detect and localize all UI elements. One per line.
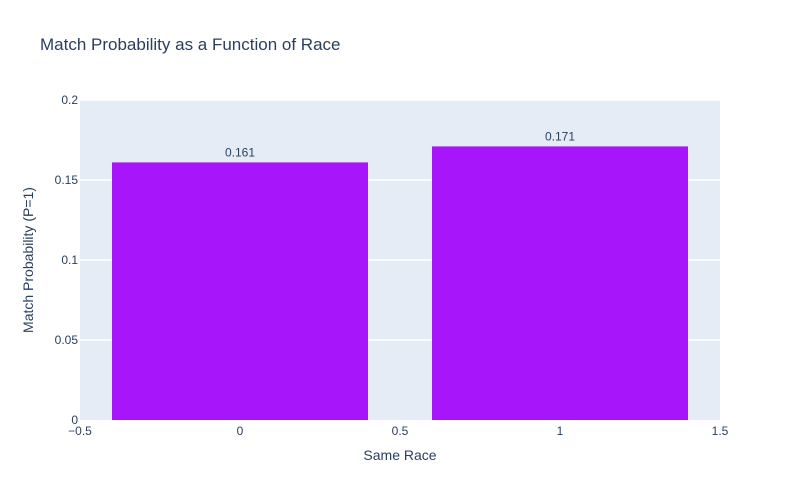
x-tick-label: 1.5 (712, 424, 729, 438)
x-tick-label: 0.5 (392, 424, 409, 438)
bars (112, 146, 688, 420)
bar (112, 162, 368, 420)
y-axis-title: Match Probability (P=1) (20, 187, 36, 333)
x-tick-label: 1 (557, 424, 564, 438)
x-tick-label: 0 (237, 424, 244, 438)
bar (432, 146, 688, 420)
x-axis-ticks: −0.5 0 0.5 1 1.5 (68, 424, 729, 438)
bar-value-label: 0.171 (545, 129, 575, 143)
y-tick-label: 0.1 (61, 253, 78, 267)
x-axis-title: Same Race (363, 447, 436, 463)
y-tick-label: 0.05 (55, 333, 79, 347)
bar-value-labels: 0.161 0.171 (225, 129, 575, 159)
chart-title: Match Probability as a Function of Race (40, 35, 340, 54)
y-tick-label: 0.15 (55, 173, 79, 187)
x-tick-label: −0.5 (68, 424, 92, 438)
y-tick-label: 0 (71, 413, 78, 427)
bar-value-label: 0.161 (225, 145, 255, 159)
y-tick-label: 0.2 (61, 93, 78, 107)
y-axis-ticks: 0 0.05 0.1 0.15 0.2 (55, 93, 79, 427)
